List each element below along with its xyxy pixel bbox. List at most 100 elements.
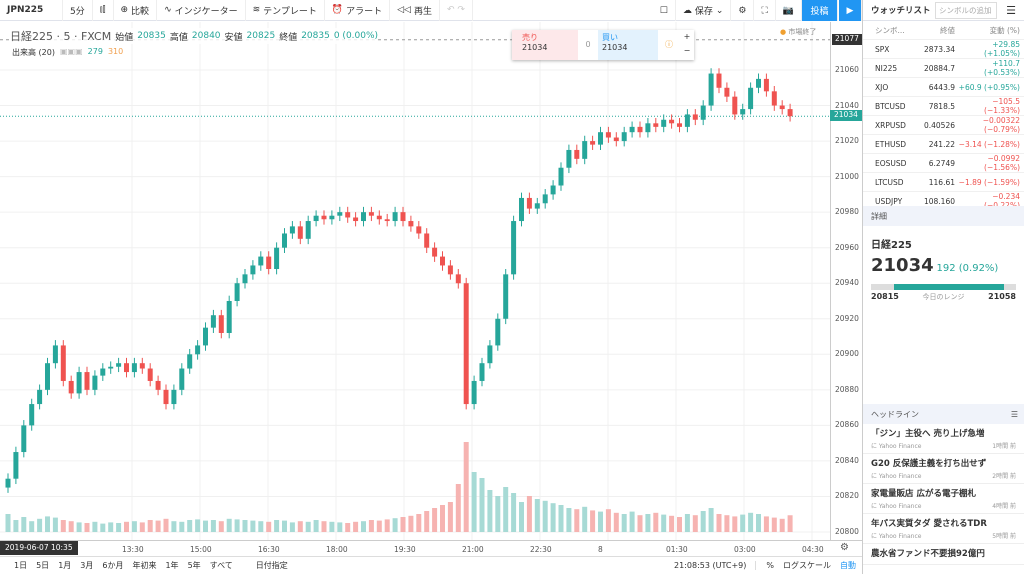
volume-label[interactable]: 出来高 (20) — [12, 48, 55, 57]
buy-button[interactable]: 買い 21034 — [598, 30, 658, 60]
auto-scale-toggle[interactable]: 自動 — [840, 561, 856, 570]
headline-item[interactable]: 「ジン」主役へ 売り上げ急増に Yahoo Finance 1時間 前 — [863, 424, 1024, 454]
snapshot-button[interactable]: 📷 — [776, 0, 802, 21]
log-scale-toggle[interactable]: ログスケール — [783, 561, 831, 570]
column-change[interactable]: 変動 (%) — [989, 25, 1020, 35]
high-value: 20840 — [191, 31, 221, 41]
candle-body — [179, 368, 185, 390]
menu-icon[interactable]: ☰ — [1010, 409, 1018, 419]
chart-area[interactable]: 日経225 · 5 · FXCM 始値 20835 高値 20840 安値 20825… — [0, 22, 830, 540]
templates-button[interactable]: ≋ テンプレート — [246, 0, 325, 21]
volume-bar — [400, 517, 406, 532]
watchlist-row[interactable]: XJO 6443.9 +60.9 (+0.95%) — [863, 78, 1024, 97]
volume-bar — [60, 520, 66, 532]
undo-button[interactable]: ↶ ↷ — [440, 0, 473, 21]
top-toolbar: JPN225 5分 ⫾⫿ ⊕ 比較 ∿ インジケーター ≋ テンプレート ⏰ アラート … — [0, 0, 862, 21]
layout-button[interactable]: ☐ — [653, 0, 676, 21]
volume-controls-icon[interactable]: ▣▣▣ — [59, 47, 83, 56]
percent-toggle[interactable]: % — [755, 561, 774, 570]
symbol-search[interactable]: JPN225 — [0, 0, 63, 21]
candle-body — [582, 141, 588, 159]
alert-button[interactable]: ⏰ アラート — [325, 0, 391, 21]
headline-item[interactable]: 年パス実質タダ 愛されるTDR に Yahoo Finance 5時間 前 — [863, 514, 1024, 544]
candle-body — [653, 123, 659, 127]
settings-button[interactable]: ⚙ — [731, 0, 755, 21]
menu-icon[interactable]: ☰ — [1006, 3, 1016, 17]
volume-bar — [763, 516, 769, 532]
low-value: 20825 — [246, 31, 276, 41]
range-buttons: 1日 5日 1月 3月 6か月 年初来 1年 5年 すべて — [14, 560, 233, 571]
candle-body — [408, 221, 414, 227]
axis-settings-icon[interactable]: ⚙ — [840, 542, 849, 553]
price-axis[interactable]: 21060 21040 21020 21000 20980 20960 20940 20920… — [830, 22, 862, 540]
candle-body — [692, 114, 698, 120]
time-tick: 13:30 — [122, 545, 144, 554]
watchlist-header: ウォッチリスト シンボルの追加 ☰ — [863, 0, 1024, 21]
range-button[interactable]: 1月 — [58, 561, 72, 570]
volume-bar — [274, 520, 280, 532]
price-tick: 21060 — [835, 65, 859, 74]
publish-button[interactable]: 投稿 — [802, 0, 838, 21]
add-symbol-input[interactable]: シンボルの追加 — [935, 1, 997, 19]
range-button[interactable]: 5日 — [36, 561, 50, 570]
volume-bar — [124, 521, 129, 532]
quantity-stepper[interactable]: + − — [683, 32, 691, 55]
headline-item[interactable]: 農水省ファンド不要損92億円 — [863, 544, 1024, 565]
save-button[interactable]: ☁ 保存 ⌄ — [676, 0, 732, 21]
watchlist-row[interactable]: EOSUSD 6.2749 −0.0992 (−1.56%) — [863, 154, 1024, 173]
chart-type-button[interactable]: ⫾⫿ — [93, 0, 114, 21]
details-panel: 日経225 21034 192 (0.92%) 20815 今日のレンジ 21058 — [863, 226, 1024, 308]
range-button[interactable]: すべて — [209, 561, 233, 570]
candle-body — [353, 217, 359, 222]
fullscreen-icon: ⛶ — [761, 5, 768, 16]
compare-button[interactable]: ⊕ 比較 — [114, 0, 158, 21]
indicators-button[interactable]: ∿ インジケーター — [157, 0, 246, 21]
watchlist-row[interactable]: ETHUSD 241.22 −3.14 (−1.28%) — [863, 135, 1024, 154]
candle-body — [779, 105, 785, 110]
row-change: +29.85 (+1.05%) — [984, 40, 1020, 58]
watchlist-row[interactable]: USDJPY 108.160 −0.234 (−0.22%) — [863, 192, 1024, 206]
headline-meta: に Yahoo Finance 5時間 前 — [871, 531, 1016, 540]
column-symbol[interactable]: シンボ... — [875, 25, 905, 35]
watchlist-row[interactable]: XRPUSD 0.40526 −0.00322 (−0.79%) — [863, 116, 1024, 135]
range-button[interactable]: 1日 — [14, 561, 28, 570]
price-chart[interactable] — [0, 22, 830, 540]
sell-button[interactable]: 売り 21034 — [512, 30, 578, 60]
volume-bar — [637, 515, 643, 532]
replay-button[interactable]: ◁◁ 再生 — [390, 0, 440, 21]
range-button[interactable]: 5年 — [187, 561, 201, 570]
legend-title[interactable]: 日経225 · 5 · FXCM — [10, 30, 112, 43]
watchlist-row[interactable]: SPX 2873.34 +29.85 (+1.05%) — [863, 40, 1024, 59]
headline-item[interactable]: G20 反保護主義を打ち出せずに Yahoo Finance 2時間 前 — [863, 454, 1024, 484]
price-tick: 20860 — [835, 420, 859, 430]
interval-button[interactable]: 5分 — [63, 0, 93, 21]
range-button[interactable]: 3月 — [80, 561, 94, 570]
volume-bar — [550, 503, 556, 532]
watchlist-row[interactable]: NI225 20884.7 +110.7 (+0.53%) — [863, 59, 1024, 78]
right-sidebar: ウォッチリスト シンボルの追加 ☰ シンボ... 終値 変動 (%) SPX 2873… — [862, 0, 1024, 574]
watchlist-row[interactable]: LTCUSD 116.61 −1.89 (−1.59%) — [863, 173, 1024, 192]
range-button[interactable]: 1年 — [165, 561, 179, 570]
candle-body — [289, 226, 295, 234]
volume-bar — [218, 521, 224, 532]
volume-bar — [416, 514, 422, 532]
volume-bar — [21, 517, 27, 532]
crosshair-price-label: 21077 — [832, 34, 862, 45]
volume-bar — [187, 520, 193, 532]
play-button[interactable]: ▶ — [838, 0, 862, 21]
column-last[interactable]: 終値 — [940, 25, 955, 35]
fullscreen-button[interactable]: ⛶ — [754, 0, 776, 21]
range-button[interactable]: 年初来 — [132, 561, 157, 570]
volume-bar — [511, 493, 517, 532]
watchlist-title[interactable]: ウォッチリスト — [871, 6, 931, 16]
watchlist-row[interactable]: BTCUSD 7818.5 −105.5 (−1.33%) — [863, 97, 1024, 116]
goto-date-button[interactable]: 日付指定 — [255, 561, 288, 570]
range-button[interactable]: 6か月 — [102, 561, 124, 570]
time-axis[interactable]: 2019-06-07 10:35 ⚙ 13:30 15:00 16:30 18:00 1… — [0, 540, 862, 556]
volume-bar — [108, 522, 114, 532]
candle-body — [566, 149, 572, 168]
info-icon[interactable]: ⓘ — [665, 40, 673, 49]
headline-meta: に Yahoo Finance 4時間 前 — [871, 501, 1016, 510]
row-last: 241.22 — [928, 139, 955, 149]
headline-item[interactable]: 家電量販店 広がる電子棚札に Yahoo Finance 4時間 前 — [863, 484, 1024, 514]
